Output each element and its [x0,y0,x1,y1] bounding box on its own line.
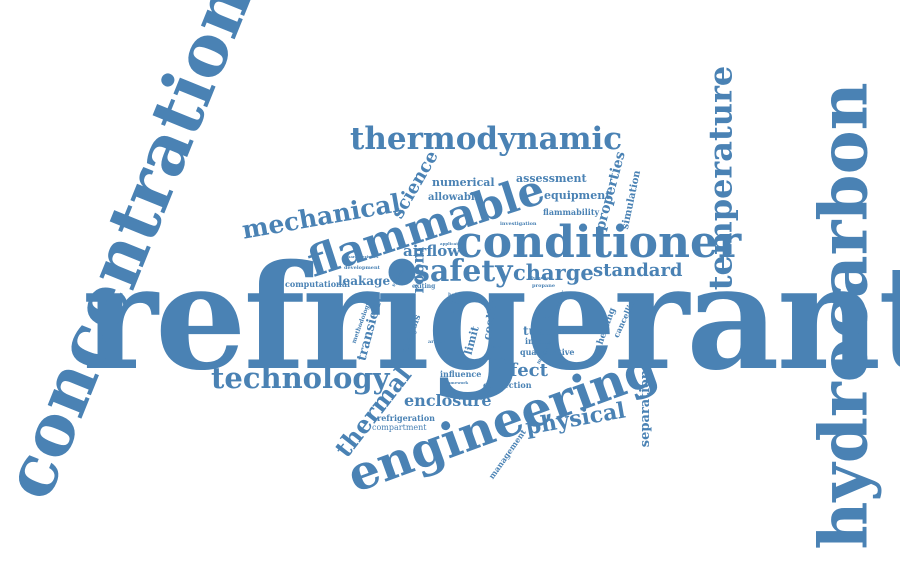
word-hole: hole [448,292,461,298]
word-charge: charge [513,260,594,285]
word-tube: tube [523,324,554,338]
word-natural: natural [486,356,507,362]
word-effect: effect [491,360,548,381]
word-numerical: numerical [432,176,495,189]
word-flammability: flammability [543,207,600,217]
word-flow: flow [490,344,502,350]
word-r134a: r134a [542,314,559,320]
word-refrigeration: refrigeration [377,413,435,423]
word-computational: computational [285,279,351,289]
word-assessment: assessment [516,172,587,185]
word-conditioner: conditioner [456,217,742,268]
word-influence: influence [440,369,482,379]
word-enclosure: enclosure [404,391,492,410]
word-exiting: exiting [412,283,436,290]
word-leakage: leakage [338,274,391,288]
word-hydrocarbon: hydrocarbon [804,82,883,550]
word-leak: leak [448,299,463,306]
word-development: development [344,265,380,271]
word-dynamic: dynamic [530,275,549,280]
word-safety: safety [413,254,513,289]
word-propane: propane [532,283,556,289]
word-compartment: compartment [372,423,427,432]
word-quantitative: quantitative [520,347,575,357]
word-investigation: investigation [500,221,537,227]
word-unit: unit [448,309,460,315]
word-characteristics: characteristics [345,254,379,259]
word-separation: separation [638,369,654,448]
word-framework: framework [444,380,469,385]
word-equipment: equipment [544,189,611,202]
word-technology: technology [211,361,390,395]
word-temperature: temperature [701,65,740,291]
word-standard: standard [593,260,683,281]
word-thermodynamic: thermodynamic [350,121,623,157]
word-convection: convection [483,380,532,390]
word-application: application [440,241,466,246]
word-indoor: indoor [525,336,555,346]
word-allowable: allowable [428,192,481,203]
word-airflow: airflow [403,242,461,260]
word-refrigerant: refrigerant [82,233,900,402]
word-arising: arising [428,339,448,345]
